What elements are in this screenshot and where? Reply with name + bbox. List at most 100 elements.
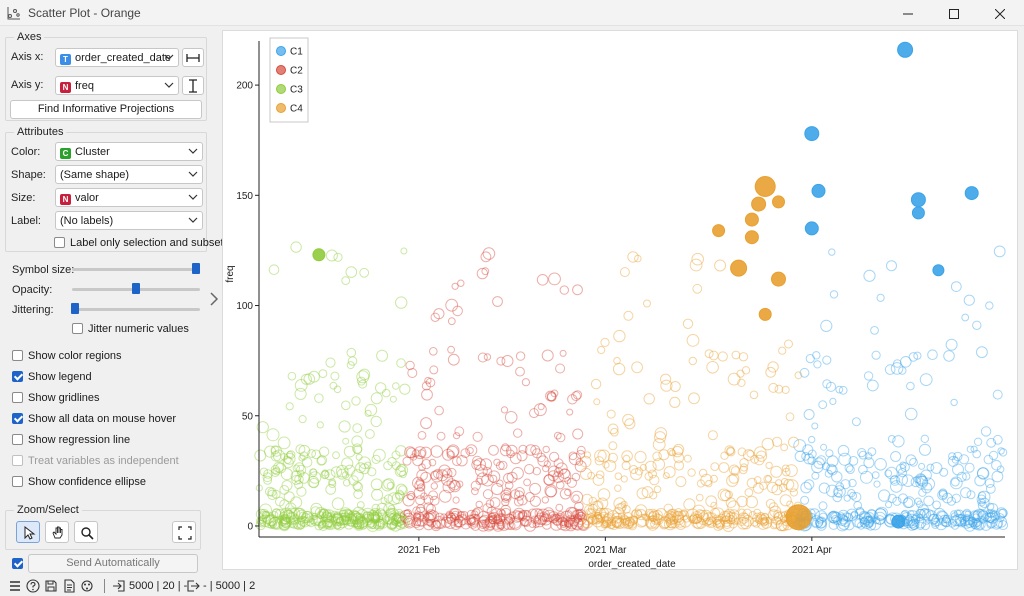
data-point[interactable] xyxy=(912,513,921,522)
data-point[interactable] xyxy=(255,508,267,520)
data-point[interactable] xyxy=(845,508,859,522)
data-point[interactable] xyxy=(466,447,474,454)
data-point[interactable] xyxy=(389,521,397,529)
data-point[interactable] xyxy=(950,515,962,527)
data-point[interactable] xyxy=(477,516,490,528)
data-point[interactable] xyxy=(972,510,983,521)
data-point[interactable] xyxy=(576,449,586,459)
data-point[interactable] xyxy=(607,519,617,529)
data-point[interactable] xyxy=(395,519,406,530)
data-point[interactable] xyxy=(374,520,385,531)
data-point[interactable] xyxy=(945,338,958,351)
highlighted-point-c1[interactable] xyxy=(897,41,914,58)
data-point[interactable] xyxy=(625,516,636,527)
data-point[interactable] xyxy=(460,518,472,530)
data-point[interactable] xyxy=(342,516,352,526)
data-point[interactable] xyxy=(752,482,764,494)
data-point[interactable] xyxy=(397,515,407,526)
data-point[interactable] xyxy=(594,507,607,520)
data-point[interactable] xyxy=(395,483,407,495)
data-point[interactable] xyxy=(571,510,579,518)
data-point[interactable] xyxy=(394,512,406,524)
data-point[interactable] xyxy=(289,507,301,520)
data-point[interactable] xyxy=(568,451,578,461)
data-point[interactable] xyxy=(813,360,822,369)
data-point[interactable] xyxy=(341,515,352,525)
data-point[interactable] xyxy=(837,444,850,457)
data-point[interactable] xyxy=(426,519,434,527)
data-point[interactable] xyxy=(467,517,479,529)
data-point[interactable] xyxy=(897,493,909,504)
data-point[interactable] xyxy=(652,438,666,451)
data-point[interactable] xyxy=(545,390,556,402)
data-point[interactable] xyxy=(367,509,379,522)
help-icon[interactable] xyxy=(26,579,40,593)
data-point[interactable] xyxy=(485,516,497,528)
data-point[interactable] xyxy=(380,497,388,505)
data-point[interactable] xyxy=(542,507,555,519)
data-point[interactable] xyxy=(952,513,965,527)
data-point[interactable] xyxy=(371,503,380,512)
data-point[interactable] xyxy=(433,468,443,479)
data-point[interactable] xyxy=(468,513,480,525)
data-point[interactable] xyxy=(272,467,281,476)
data-point[interactable] xyxy=(407,492,415,501)
data-point[interactable] xyxy=(429,495,440,506)
data-point[interactable] xyxy=(962,514,974,526)
data-point[interactable] xyxy=(470,480,481,491)
data-point[interactable] xyxy=(607,452,618,463)
data-point[interactable] xyxy=(356,501,365,509)
data-point[interactable] xyxy=(281,509,295,523)
data-point[interactable] xyxy=(388,512,401,525)
data-point[interactable] xyxy=(643,393,655,405)
highlighted-point-c4[interactable] xyxy=(730,259,748,277)
data-point[interactable] xyxy=(559,468,571,479)
data-point[interactable] xyxy=(815,517,827,529)
data-point[interactable] xyxy=(859,512,873,526)
data-point[interactable] xyxy=(559,488,571,500)
data-point[interactable] xyxy=(833,516,843,526)
data-point[interactable] xyxy=(523,478,532,487)
data-point[interactable] xyxy=(532,448,543,459)
data-point[interactable] xyxy=(557,516,568,527)
data-point[interactable] xyxy=(674,508,683,517)
data-point[interactable] xyxy=(866,379,879,392)
data-point[interactable] xyxy=(438,489,452,503)
data-point[interactable] xyxy=(652,509,664,521)
data-point[interactable] xyxy=(696,479,705,488)
data-point[interactable] xyxy=(935,518,948,531)
data-point[interactable] xyxy=(572,509,584,520)
data-point[interactable] xyxy=(383,478,395,490)
data-point[interactable] xyxy=(859,516,868,525)
data-point[interactable] xyxy=(985,509,994,518)
data-point[interactable] xyxy=(488,515,498,525)
data-point[interactable] xyxy=(863,512,875,524)
data-point[interactable] xyxy=(867,515,876,524)
data-point[interactable] xyxy=(510,510,524,523)
data-point[interactable] xyxy=(354,514,364,523)
data-point[interactable] xyxy=(755,450,768,462)
data-point[interactable] xyxy=(308,514,318,525)
data-point[interactable] xyxy=(393,514,406,527)
data-point[interactable] xyxy=(749,390,759,400)
zoom-tool-button[interactable] xyxy=(74,521,98,543)
data-point[interactable] xyxy=(720,489,732,502)
data-point[interactable] xyxy=(505,514,515,524)
data-point[interactable] xyxy=(815,519,824,527)
data-point[interactable] xyxy=(688,356,697,366)
data-point[interactable] xyxy=(718,462,730,473)
data-point[interactable] xyxy=(325,357,336,368)
data-point[interactable] xyxy=(268,518,277,527)
data-point[interactable] xyxy=(498,513,506,522)
data-point[interactable] xyxy=(670,510,678,518)
data-point[interactable] xyxy=(930,462,943,474)
data-point[interactable] xyxy=(347,356,358,366)
highlighted-point-c1[interactable] xyxy=(811,183,826,198)
data-point[interactable] xyxy=(295,444,306,455)
data-point[interactable] xyxy=(430,445,443,458)
data-point[interactable] xyxy=(606,516,616,527)
data-point[interactable] xyxy=(407,368,418,378)
data-point[interactable] xyxy=(550,513,558,522)
